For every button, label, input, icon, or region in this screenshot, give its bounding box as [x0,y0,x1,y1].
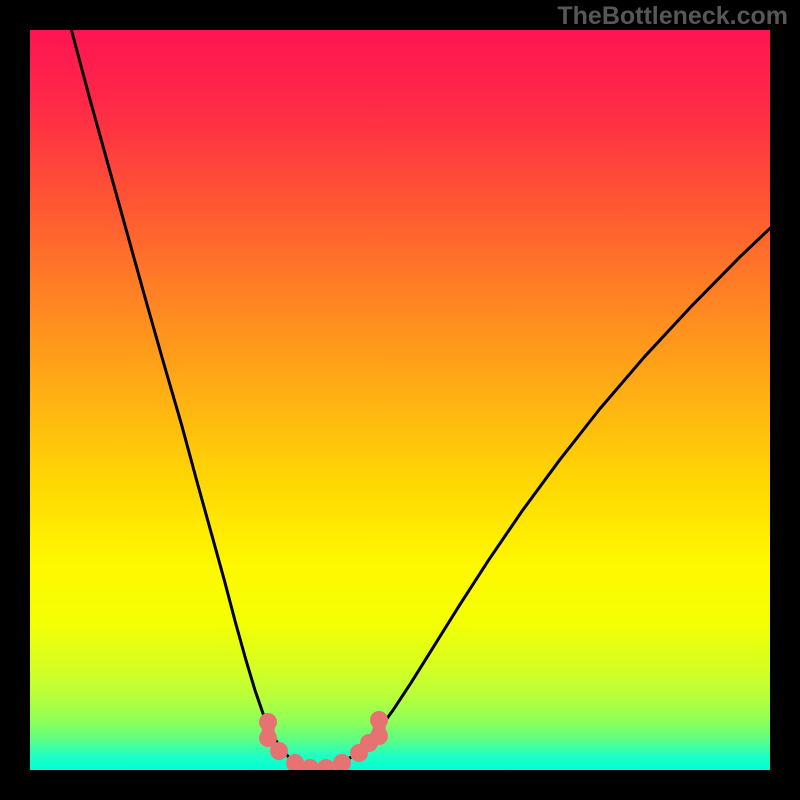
data-marker-connector [373,720,386,736]
watermark-text: TheBottleneck.com [557,2,788,31]
data-marker [317,759,335,770]
data-marker [333,754,351,770]
data-marker [270,742,288,760]
plot-area [30,30,770,770]
bottleneck-curve [30,30,770,770]
curve-path [71,30,770,769]
chart-frame: TheBottleneck.com [0,0,800,800]
data-marker-connector [262,722,275,738]
data-marker [301,759,319,770]
